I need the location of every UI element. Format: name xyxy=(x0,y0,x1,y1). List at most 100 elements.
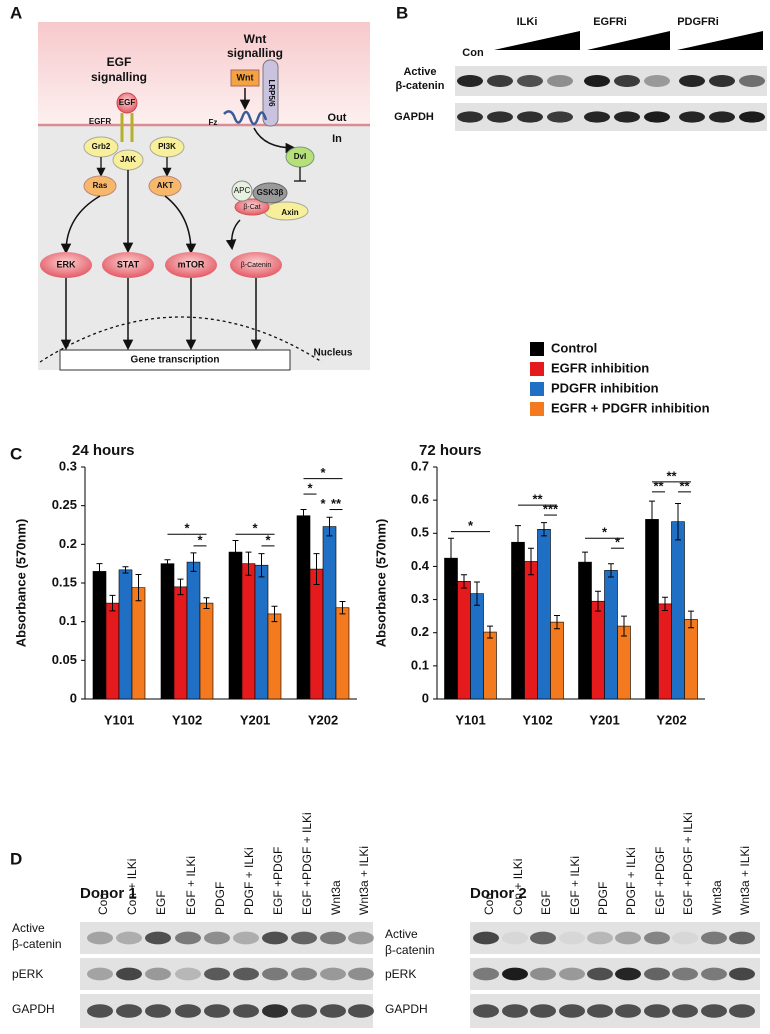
lane-label: EGF xyxy=(539,890,553,915)
x-tick-label: Y202 xyxy=(656,712,686,727)
wnt-node xyxy=(230,69,260,87)
significance-label: * xyxy=(184,521,190,536)
bar xyxy=(604,570,618,700)
y-tick-label: 0.25 xyxy=(52,497,77,512)
error-bar xyxy=(515,525,521,560)
arrow xyxy=(164,195,197,255)
blot-band xyxy=(729,967,755,981)
blot-band xyxy=(547,75,573,87)
blot-band xyxy=(473,931,499,945)
y-tick-label: 0.15 xyxy=(52,574,77,589)
significance-label: * xyxy=(615,535,621,550)
blot-band xyxy=(672,967,698,981)
error-bar xyxy=(474,581,480,606)
error-bar xyxy=(528,547,534,576)
blot-band xyxy=(709,111,735,123)
blot-band xyxy=(729,931,755,945)
bar xyxy=(335,607,350,700)
bar xyxy=(483,631,497,700)
error-bar xyxy=(177,578,184,596)
bar xyxy=(671,521,685,700)
blot-band xyxy=(175,931,201,945)
blot-band xyxy=(502,967,528,981)
blot-band xyxy=(739,75,765,87)
blot-band xyxy=(175,967,201,981)
error-bar xyxy=(649,500,655,539)
blot-band xyxy=(701,1004,727,1018)
blot-band xyxy=(517,75,543,87)
bar xyxy=(550,621,564,700)
significance-label: * xyxy=(602,525,608,540)
blot-band xyxy=(262,931,288,945)
error-bar xyxy=(326,516,333,537)
extracellular xyxy=(38,22,370,125)
error-bar xyxy=(621,615,627,637)
blot-band xyxy=(204,931,230,945)
row-label: Active xyxy=(12,921,45,935)
y-tick-label: 0.7 xyxy=(411,458,429,473)
blot-band xyxy=(487,111,513,123)
bar xyxy=(658,603,672,700)
stat-node xyxy=(102,252,154,278)
blot-band xyxy=(116,1004,142,1018)
blot-band xyxy=(320,931,346,945)
bar xyxy=(617,625,631,700)
node-label: JAK xyxy=(120,155,136,164)
lrp-node xyxy=(262,59,279,127)
blot-band xyxy=(262,967,288,981)
error-bar xyxy=(608,563,614,578)
gene-label: Gene transcription xyxy=(131,355,220,366)
lane-label: Con xyxy=(96,893,110,915)
blot-band xyxy=(672,931,698,945)
row-label: Active xyxy=(385,927,418,941)
y-tick-label: 0.05 xyxy=(52,652,77,667)
bar xyxy=(228,551,243,700)
bcat-node xyxy=(234,198,270,216)
blot-band xyxy=(87,1004,113,1018)
error-bar xyxy=(232,539,239,565)
error-bar xyxy=(203,597,210,610)
error-bar xyxy=(554,614,560,630)
panel-label: B xyxy=(396,3,408,22)
node-label: LRP5/6 xyxy=(267,79,276,107)
bar xyxy=(524,561,538,700)
significance-label: * xyxy=(468,518,474,533)
blot-band xyxy=(457,75,483,87)
error-bar xyxy=(461,574,467,589)
blot-band xyxy=(729,1004,755,1018)
nucleus-label: Nucleus xyxy=(314,348,353,359)
bar xyxy=(131,587,146,700)
row-label: β-catenin xyxy=(385,943,435,957)
lane-label: Wnt3a xyxy=(329,880,343,915)
blot-band xyxy=(739,111,765,123)
blot-band xyxy=(320,1004,346,1018)
error-bar xyxy=(541,522,547,537)
blot-band xyxy=(348,1004,374,1018)
blot-band xyxy=(614,111,640,123)
node-label: Grb2 xyxy=(92,142,111,151)
blot-band xyxy=(487,75,513,87)
lane-label: Wnt3a xyxy=(710,880,724,915)
panel-label: A xyxy=(10,3,22,22)
bar xyxy=(254,564,269,700)
blot-band xyxy=(291,967,317,981)
blot-band xyxy=(116,931,142,945)
blot-band xyxy=(559,1004,585,1018)
error-bar xyxy=(662,596,668,612)
chart-title: 24 hours xyxy=(72,442,135,459)
row-label: β-catenin xyxy=(396,80,445,92)
bar xyxy=(199,602,214,700)
node-label: ERK xyxy=(56,259,76,269)
blot-band xyxy=(502,1004,528,1018)
y-tick-label: 0.2 xyxy=(59,536,77,551)
x-tick-label: Y101 xyxy=(455,712,485,727)
blot-band xyxy=(615,1004,641,1018)
blot-band xyxy=(559,931,585,945)
blot-band xyxy=(116,967,142,981)
blot-band xyxy=(701,967,727,981)
apc-node xyxy=(231,180,253,202)
dose-wedge xyxy=(587,31,670,50)
error-bar xyxy=(582,551,588,573)
y-tick-label: 0.6 xyxy=(411,492,429,507)
